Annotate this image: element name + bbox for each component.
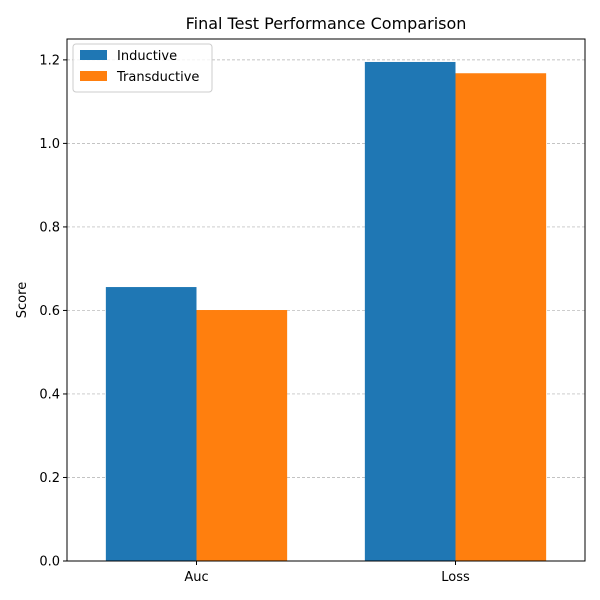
legend: Inductive Transductive	[72, 43, 213, 93]
bar-transductive-auc	[196, 310, 288, 561]
y-tick-label: 0.0	[39, 555, 60, 570]
legend-label-transductive: Transductive	[116, 70, 199, 85]
bar-inductive-loss	[364, 61, 456, 562]
y-axis-title: Score	[15, 282, 30, 318]
x-tick-label: Auc	[184, 570, 208, 585]
legend-label-inductive: Inductive	[117, 49, 177, 64]
x-axis: Auc Loss	[184, 561, 470, 585]
bars	[105, 61, 547, 562]
legend-swatch-transductive	[80, 71, 107, 81]
chart-title: Final Test Performance Comparison	[186, 14, 467, 33]
bar-inductive-auc	[105, 287, 197, 561]
bar-transductive-loss	[455, 73, 547, 562]
y-tick-label: 0.4	[39, 387, 60, 402]
y-axis: 0.0 0.2 0.4 0.6 0.8 1.0 1.2	[39, 53, 67, 570]
y-tick-label: 0.2	[39, 471, 60, 486]
y-tick-label: 1.0	[39, 137, 60, 152]
legend-swatch-inductive	[80, 50, 107, 60]
y-tick-label: 0.8	[39, 220, 60, 235]
plot-frame	[66, 38, 586, 562]
y-tick-label: 0.6	[39, 304, 60, 319]
legend-box	[72, 43, 213, 93]
y-tick-label: 1.2	[39, 53, 60, 68]
x-tick-label: Loss	[441, 570, 470, 585]
